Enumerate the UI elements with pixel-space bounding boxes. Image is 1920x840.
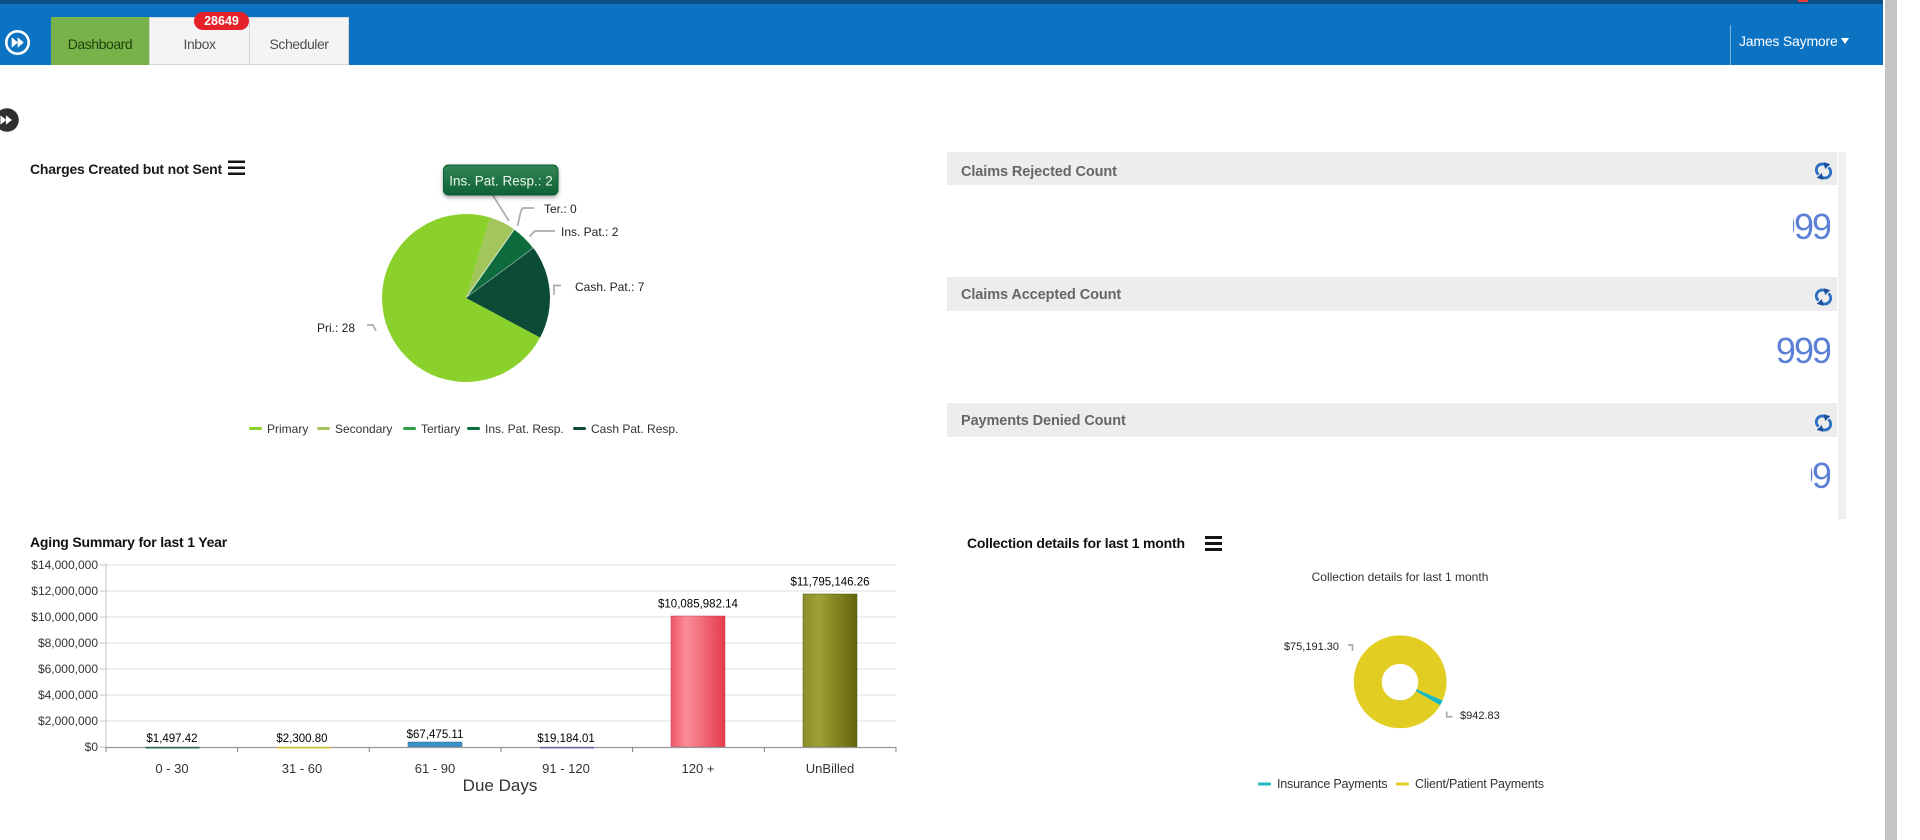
svg-text:$10,085,982.14: $10,085,982.14: [658, 599, 739, 611]
svg-text:Secondary: Secondary: [335, 422, 392, 436]
svg-text:$14,000,000: $14,000,000: [31, 558, 98, 572]
svg-text:$8,000,000: $8,000,000: [38, 636, 98, 650]
svg-text:61 - 90: 61 - 90: [415, 761, 455, 776]
svg-text:$2,300.80: $2,300.80: [276, 733, 327, 745]
svg-text:120 +: 120 +: [682, 761, 715, 776]
svg-text:$67,475.11: $67,475.11: [407, 729, 464, 741]
svg-text:0 - 30: 0 - 30: [155, 761, 188, 776]
svg-text:Cash Pat. Resp.: Cash Pat. Resp.: [591, 422, 678, 436]
svg-text:UnBilled: UnBilled: [806, 761, 854, 776]
svg-text:Tertiary: Tertiary: [421, 422, 460, 436]
svg-text:Cash. Pat.: 7: Cash. Pat.: 7: [575, 280, 645, 294]
svg-text:91 - 120: 91 - 120: [542, 761, 590, 776]
svg-text:$4,000,000: $4,000,000: [38, 688, 98, 702]
svg-text:$11,795,146.26: $11,795,146.26: [790, 577, 869, 589]
svg-text:$942.83: $942.83: [1460, 710, 1500, 722]
svg-text:Due Days: Due Days: [463, 776, 538, 795]
svg-text:$75,191.30: $75,191.30: [1284, 641, 1339, 653]
svg-text:$10,000,000: $10,000,000: [31, 610, 98, 624]
svg-text:Client/Patient Payments: Client/Patient Payments: [1415, 777, 1544, 791]
svg-text:Ins. Pat. Resp.: Ins. Pat. Resp.: [485, 422, 564, 436]
svg-text:$1,497.42: $1,497.42: [146, 733, 197, 745]
svg-text:Ter.: 0: Ter.: 0: [544, 202, 577, 216]
svg-text:$0: $0: [85, 740, 99, 754]
svg-text:$2,000,000: $2,000,000: [38, 714, 98, 728]
svg-text:$6,000,000: $6,000,000: [38, 662, 98, 676]
svg-text:$19,184.01: $19,184.01: [537, 733, 595, 745]
svg-text:Collection details for last 1: Collection details for last 1 month: [1312, 570, 1489, 584]
svg-text:Insurance Payments: Insurance Payments: [1277, 777, 1387, 791]
svg-text:Ins. Pat. Resp.: 2: Ins. Pat. Resp.: 2: [449, 174, 553, 189]
svg-text:Primary: Primary: [267, 422, 308, 436]
svg-text:$12,000,000: $12,000,000: [31, 584, 98, 598]
svg-text:Ins. Pat.: 2: Ins. Pat.: 2: [561, 225, 619, 239]
svg-text:Pri.: 28: Pri.: 28: [317, 321, 355, 335]
svg-text:31 - 60: 31 - 60: [282, 761, 322, 776]
